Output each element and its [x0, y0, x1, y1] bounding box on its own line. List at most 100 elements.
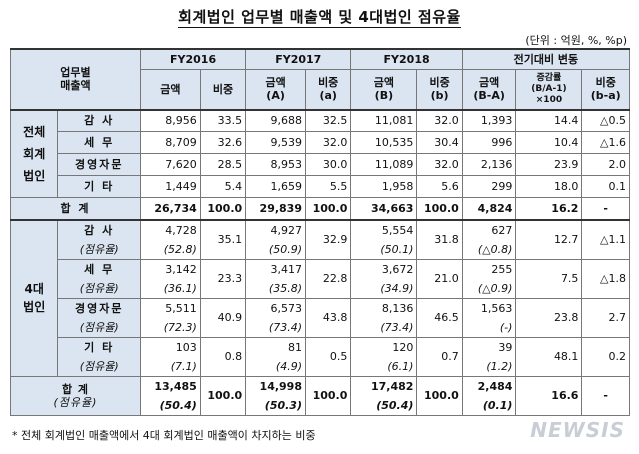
- header-fy2018: FY2018: [350, 48, 463, 70]
- share-cell: (52.8): [139, 239, 201, 260]
- table-cell: 32.0: [416, 109, 463, 132]
- header-line: (A): [266, 89, 285, 103]
- header-chg-amount: 금액 (B-A): [461, 69, 517, 110]
- share-cell: (73.4): [245, 317, 306, 338]
- header-amount-a: 금액 (A): [245, 69, 306, 110]
- table-cell: 0.8: [199, 336, 247, 377]
- header-line: 비중: [318, 76, 339, 90]
- table-cell: 10.4: [515, 131, 583, 154]
- table-cell: 14.4: [515, 109, 583, 132]
- table-row: 합 계 (점유율) 13,485 100.0 14,998 100.0 17,482 100.…: [10, 375, 630, 416]
- table-cell: 996: [461, 131, 517, 154]
- row-label: 경영자문: [57, 297, 141, 318]
- share-cell: (36.1): [139, 278, 201, 299]
- row-label: 기 타: [57, 336, 141, 357]
- table-cell: 4,728: [139, 219, 201, 240]
- header-fy2016: FY2016: [139, 48, 247, 70]
- table-row-share: (점유율) (7.1) (4.9) (6.1) (1.2): [11, 356, 630, 377]
- table-cell: 32.5: [304, 109, 352, 132]
- share-cell: (6.1): [350, 356, 418, 377]
- table-row-share: (점유율) (52.8) (50.9) (50.1) (△0.8): [11, 239, 630, 260]
- table-cell: 2,136: [461, 153, 517, 176]
- table-cell: 4,824: [461, 197, 517, 220]
- table-cell: -: [581, 197, 630, 220]
- header-corner: 업무별 매출액: [10, 48, 141, 110]
- table-cell: 22.8: [304, 258, 352, 299]
- table-cell: 120: [350, 336, 418, 357]
- table-cell: 100.0: [416, 375, 463, 416]
- table-cell: 29,839: [245, 197, 306, 220]
- table-cell: 627: [461, 219, 517, 240]
- header-fy2017: FY2017: [245, 48, 352, 70]
- share-cell: (△0.8): [461, 239, 517, 260]
- table-cell: 3,142: [139, 258, 201, 279]
- table-cell: 17,482: [350, 375, 418, 396]
- table-cell: 0.1: [581, 175, 630, 198]
- share-cell: (34.9): [350, 278, 418, 299]
- share-cell: (73.4): [350, 317, 418, 338]
- table-cell: 12.7: [515, 219, 583, 260]
- row-label-main: 합 계: [61, 382, 90, 396]
- table-cell: 81: [245, 336, 306, 357]
- table-cell: 255: [461, 258, 517, 279]
- revenue-table: 업무별 매출액 FY2016 FY2017 FY2018 전기대비 변동 금액 비…: [9, 48, 631, 416]
- table-cell: △1.8: [581, 258, 630, 299]
- row-label: 기 타: [57, 175, 141, 198]
- row-label: 세 무: [57, 258, 141, 279]
- header-line: (B): [374, 89, 394, 103]
- table-cell: 13,485: [139, 375, 201, 396]
- table-cell: 100.0: [199, 375, 247, 416]
- header-ratio-a: 비중 (a): [304, 69, 352, 110]
- table-row: 경영자문 5,511 40.9 6,573 43.8 8,136 46.5 1,563 23.8…: [11, 297, 630, 338]
- table-cell: 30.4: [416, 131, 463, 154]
- table-cell: 1,659: [245, 175, 306, 198]
- share-cell: (-): [461, 317, 517, 338]
- table-cell: 1,449: [139, 175, 201, 198]
- table-cell: 5.4: [199, 175, 247, 198]
- row-label: 합 계 (점유율): [10, 375, 141, 416]
- table-cell: 39: [461, 336, 517, 357]
- table-cell: 16.6: [515, 375, 583, 416]
- table-cell: 8,953: [245, 153, 306, 176]
- table-row-share: (점유율) (36.1) (35.8) (34.9) (△0.9): [11, 278, 630, 299]
- table-cell: 100.0: [416, 197, 463, 220]
- table-cell: 32.0: [416, 153, 463, 176]
- header-ratio-2016: 비중: [199, 69, 247, 110]
- table-cell: 1,563: [461, 297, 517, 318]
- table-cell: 28.5: [199, 153, 247, 176]
- table-row-share: (점유율) (72.3) (73.4) (73.4) (-): [11, 317, 630, 338]
- table-cell: 9,688: [245, 109, 306, 132]
- row-label-share: (점유율): [53, 395, 98, 409]
- table-cell: 8,136: [350, 297, 418, 318]
- watermark-logo: NEWSIS: [530, 418, 625, 442]
- table-cell: 7,620: [139, 153, 201, 176]
- table-row: 세 무 8,709 32.6 9,539 32.0 10,535 30.4 996 10.4 △1…: [11, 131, 630, 154]
- header-line: 금액: [265, 76, 286, 90]
- table-cell: 3,417: [245, 258, 306, 279]
- row-label: 감 사: [57, 109, 141, 132]
- row-label: 합 계: [10, 197, 141, 220]
- table-cell: 0.7: [416, 336, 463, 377]
- table-cell: 5.6: [416, 175, 463, 198]
- table-cell: 8,956: [139, 109, 201, 132]
- table-cell: 4,927: [245, 219, 306, 240]
- header-ratio-b: 비중 (b): [416, 69, 463, 110]
- table-cell: 0.2: [581, 336, 630, 377]
- table-cell: 23.8: [515, 297, 583, 338]
- table-cell: 5.5: [304, 175, 352, 198]
- table-cell: 11,081: [350, 109, 418, 132]
- header-line: 금액: [373, 76, 395, 90]
- table-cell: 299: [461, 175, 517, 198]
- share-cell: (△0.9): [461, 278, 517, 299]
- header-chg-rate: 증감률 (B/A-1) ×100: [515, 69, 583, 110]
- table-cell: 1,393: [461, 109, 517, 132]
- header-line: (b-a): [590, 89, 621, 103]
- unit-note: (단위 : 억원, %, %p): [525, 34, 627, 47]
- header-amount-b: 금액 (B): [350, 69, 418, 110]
- table-cell: 40.9: [199, 297, 247, 338]
- share-cell: (1.2): [461, 356, 517, 377]
- share-cell: (7.1): [139, 356, 201, 377]
- share-cell: (50.4): [350, 395, 418, 416]
- table-cell: 23.9: [515, 153, 583, 176]
- share-cell: (50.4): [139, 395, 201, 416]
